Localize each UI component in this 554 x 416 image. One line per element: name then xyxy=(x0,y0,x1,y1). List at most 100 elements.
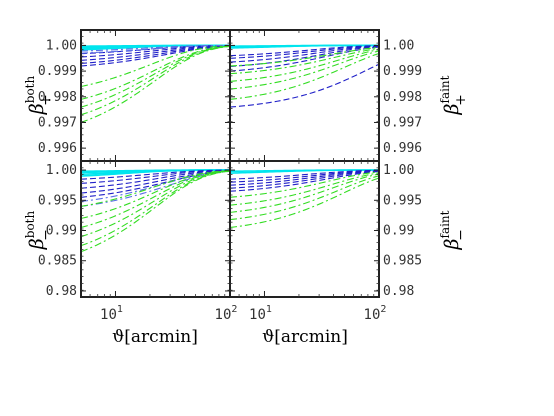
series-line-green xyxy=(81,170,230,207)
ylabel-bottom-right-sup: faint xyxy=(438,210,452,238)
x-tick-exp: 2 xyxy=(380,304,386,315)
series-line-green xyxy=(81,45,230,116)
series-line-blue_dark xyxy=(230,45,379,68)
series-line-blue_dark xyxy=(230,170,379,189)
ylabel-top-right-sub: + xyxy=(453,94,469,106)
series-line-blue_dark xyxy=(230,170,379,192)
series-line-blue_mid xyxy=(81,44,230,54)
series-group xyxy=(230,169,379,229)
y-tick-label: 1.00 xyxy=(46,163,77,178)
series-line-blue_mid xyxy=(81,170,230,207)
series-line-green xyxy=(230,173,379,213)
series-line-green xyxy=(230,49,379,82)
series-line-blue_dark xyxy=(81,45,230,64)
series-line-green xyxy=(81,170,230,238)
series-line-blue_dark xyxy=(81,170,230,198)
ylabel-bottom-left-sub: − xyxy=(38,229,54,241)
series-line-blue_dark xyxy=(81,45,230,67)
ylabel-top-right-main: β xyxy=(441,103,463,115)
series-line-blue_dark xyxy=(81,44,230,55)
series-line-green xyxy=(230,177,379,229)
y-tick-label: 0.999 xyxy=(383,64,422,79)
panel-top-left: 1.00 0.999 0.998 0.997 0.996 xyxy=(38,29,231,162)
series-line-green xyxy=(81,45,230,108)
ylabel-top-left-main: β xyxy=(26,103,48,115)
x-tick-base: 10 xyxy=(215,307,232,323)
series-line-blue_dark xyxy=(81,169,230,184)
series-line-green xyxy=(81,170,230,247)
series-line-blue_dark xyxy=(230,169,379,183)
ylabel-top-right-sup: faint xyxy=(438,75,452,103)
x-tick-base: 10 xyxy=(364,307,381,323)
series-line-blue_dark xyxy=(230,45,379,59)
series-line-blue_dark xyxy=(230,63,379,108)
series-group xyxy=(230,44,379,108)
y-tick-label: 0.99 xyxy=(383,224,414,239)
x-tick-base: 10 xyxy=(249,307,266,323)
y-tick-label: 0.995 xyxy=(38,193,77,208)
series-group xyxy=(81,169,230,253)
y-tick-label: 0.998 xyxy=(383,90,422,105)
series-line-cyan xyxy=(230,169,379,174)
series-line-green xyxy=(81,45,230,100)
y-tick-label: 1.00 xyxy=(383,38,414,53)
series-line-blue_dark xyxy=(81,45,230,58)
x-tick-label: 101 xyxy=(249,304,272,323)
ylabel-bottom-right-main: β xyxy=(441,238,463,250)
y-tick-label: 0.98 xyxy=(46,284,77,299)
series-line-cyan xyxy=(81,169,230,177)
series-line-blue_dark xyxy=(81,169,230,189)
x-tick-exp: 1 xyxy=(117,304,123,315)
y-tick-label: 0.997 xyxy=(383,115,422,130)
xlabel-left: ϑ[arcmin] xyxy=(112,327,198,347)
y-tick-label: 0.999 xyxy=(38,64,77,79)
series-line-green xyxy=(230,175,379,221)
ylabel-top-left-sup: both xyxy=(23,76,37,104)
ylabel-bottom-left-sup: both xyxy=(23,211,37,239)
ylabel-bottom-right: βfaint xyxy=(438,210,463,250)
ylabel-bottom-left: βboth xyxy=(23,211,48,251)
series-line-blue_dark xyxy=(230,170,379,186)
series-line-green xyxy=(230,47,379,75)
series-line-blue_dark xyxy=(230,45,379,57)
y-tick-label: 0.985 xyxy=(383,254,422,269)
x-tick-exp: 2 xyxy=(231,304,237,315)
x-tick-exp: 1 xyxy=(266,304,272,315)
x-tick-label: 101 xyxy=(100,304,123,323)
series-line-green xyxy=(230,172,379,206)
series-line-green xyxy=(230,52,379,100)
ylabel-top-left-sub: + xyxy=(38,94,54,106)
series-line-green xyxy=(81,45,230,123)
y-tick-label: 0.985 xyxy=(38,254,77,269)
panels-layer: 1.00 0.999 0.998 0.997 0.996 1.00 0.999 0.998 0.… xyxy=(38,29,422,323)
series-line-blue_dark xyxy=(81,170,230,194)
series-line-green xyxy=(230,171,379,198)
series-line-green xyxy=(81,170,230,229)
y-tick-label: 0.99 xyxy=(46,224,77,239)
y-tick-label: 0.996 xyxy=(383,141,422,156)
series-line-cyan xyxy=(230,44,379,49)
series-line-blue_dark xyxy=(81,45,230,61)
series-line-green xyxy=(230,46,379,67)
panel-top-right: 1.00 0.999 0.998 0.997 0.996 xyxy=(229,29,422,162)
series-line-blue_dark xyxy=(230,46,379,72)
series-line-green xyxy=(81,170,230,253)
series-line-green xyxy=(230,50,379,90)
ylabel-bottom-left-main: β xyxy=(26,238,48,250)
series-line-green xyxy=(81,170,230,219)
y-tick-label: 0.995 xyxy=(383,193,422,208)
y-tick-label: 0.98 xyxy=(383,284,414,299)
x-tick-label: 102 xyxy=(215,304,238,323)
y-tick-label: 0.996 xyxy=(38,141,77,156)
ylabel-top-right: βfaint xyxy=(438,75,463,115)
y-tick-label: 1.00 xyxy=(383,163,414,178)
ylabel-top-left: βboth xyxy=(23,76,48,116)
series-line-blue_dark xyxy=(230,169,379,180)
y-tick-label: 1.00 xyxy=(46,38,77,53)
xlabel-right: ϑ[arcmin] xyxy=(262,327,348,347)
series-group xyxy=(81,44,230,123)
x-tick-label: 102 xyxy=(364,304,387,323)
